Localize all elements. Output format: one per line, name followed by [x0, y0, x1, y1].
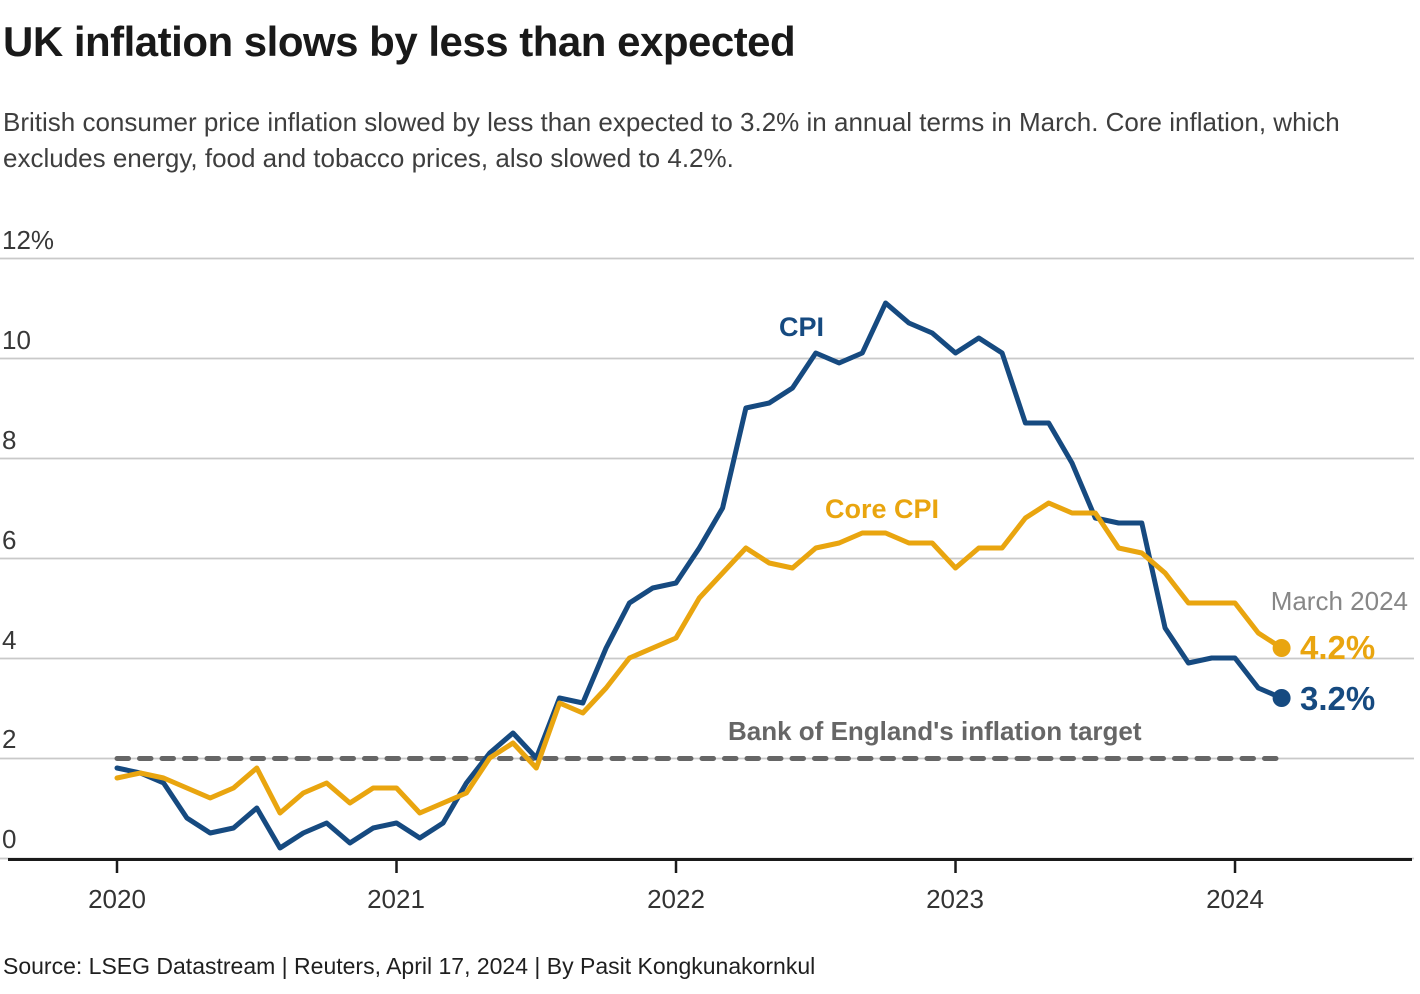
cpi-end-dot	[1272, 689, 1291, 707]
y-axis-tick-label: 10	[2, 325, 31, 355]
x-axis-tick-label: 2023	[926, 884, 984, 914]
x-axis-tick-label: 2024	[1206, 884, 1264, 914]
core-cpi-series-label: Core CPI	[825, 494, 940, 524]
cpi-line	[114, 300, 1285, 851]
core-cpi-end-value: 4.2%	[1300, 629, 1376, 666]
y-axis-tick-label: 4	[2, 625, 17, 655]
x-axis-tick-label: 2022	[647, 884, 705, 914]
y-axis-tick-label: 6	[2, 525, 17, 555]
page-title: UK inflation slows by less than expected	[3, 18, 796, 65]
y-axis-tick-label: 8	[2, 425, 17, 455]
cpi-end-value: 3.2%	[1300, 680, 1376, 717]
cpi-series-label: CPI	[779, 312, 825, 342]
x-axis-tick-label: 2020	[88, 884, 146, 914]
core-cpi-end-dot	[1272, 639, 1291, 657]
source-attribution: Source: LSEG Datastream | Reuters, April…	[3, 953, 816, 979]
core-cpi-line	[114, 500, 1285, 816]
target-line-label: Bank of England's inflation target	[728, 716, 1142, 746]
chart-subtitle: British consumer price inflation slowed …	[3, 107, 1340, 173]
y-axis-tick-label: 12%	[2, 225, 55, 255]
x-axis-tick-label: 2021	[367, 884, 425, 914]
annotation-date: March 2024	[1270, 586, 1408, 616]
y-axis-tick-label: 0	[2, 824, 17, 854]
y-axis-tick-label: 2	[2, 724, 17, 754]
